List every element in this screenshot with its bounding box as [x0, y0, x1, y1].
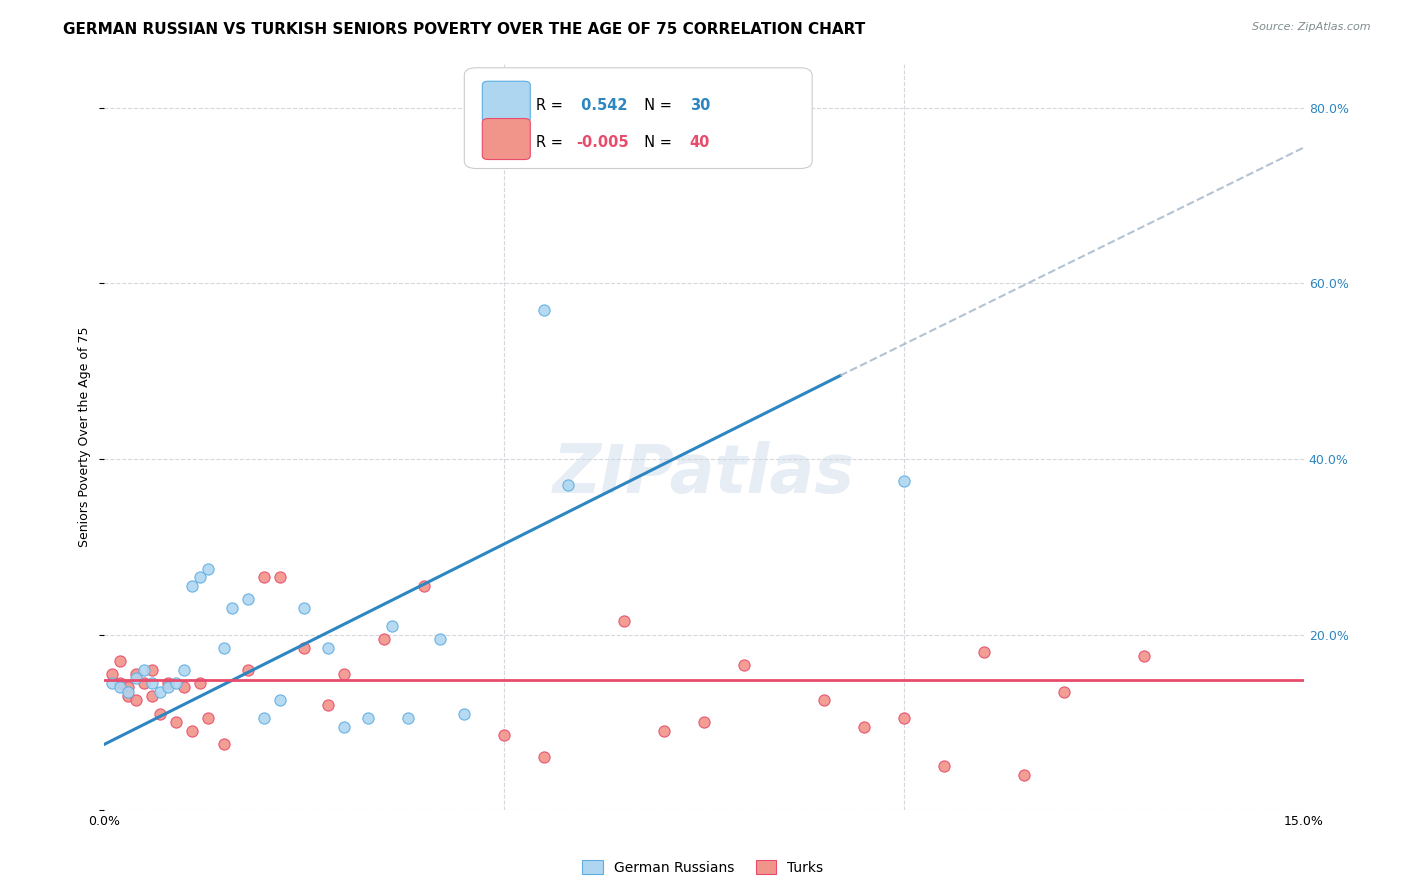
Point — [373, 632, 395, 646]
Point — [1012, 768, 1035, 782]
Point — [1053, 684, 1076, 698]
Point — [117, 689, 139, 703]
Point — [396, 711, 419, 725]
Text: ZIPatlas: ZIPatlas — [553, 442, 855, 508]
Point — [190, 675, 212, 690]
Text: GERMAN RUSSIAN VS TURKISH SENIORS POVERTY OVER THE AGE OF 75 CORRELATION CHART: GERMAN RUSSIAN VS TURKISH SENIORS POVERT… — [63, 22, 866, 37]
Point — [557, 478, 579, 492]
Point — [141, 663, 163, 677]
Point — [197, 711, 219, 725]
Point — [157, 675, 180, 690]
Point — [413, 579, 436, 593]
Point — [733, 658, 755, 673]
Point — [134, 663, 156, 677]
Text: Source: ZipAtlas.com: Source: ZipAtlas.com — [1253, 22, 1371, 32]
FancyBboxPatch shape — [482, 81, 530, 122]
Point — [134, 675, 156, 690]
Point — [110, 654, 132, 668]
Point — [853, 720, 876, 734]
Point — [893, 474, 915, 488]
Point — [125, 693, 148, 707]
Text: 0.542: 0.542 — [576, 97, 627, 112]
Point — [494, 729, 516, 743]
Point — [149, 706, 172, 721]
Point — [214, 737, 236, 751]
Point — [333, 720, 356, 734]
Point — [269, 693, 291, 707]
Point — [165, 675, 187, 690]
Point — [533, 750, 555, 764]
Text: R =: R = — [536, 135, 568, 150]
Point — [181, 724, 204, 739]
Point — [429, 632, 451, 646]
FancyBboxPatch shape — [464, 68, 813, 169]
Point — [238, 663, 260, 677]
Text: N =: N = — [634, 97, 676, 112]
Point — [669, 140, 692, 154]
Point — [533, 302, 555, 317]
Point — [269, 570, 291, 584]
Point — [181, 579, 204, 593]
Point — [117, 684, 139, 698]
Point — [125, 672, 148, 686]
Point — [165, 715, 187, 730]
Legend: German Russians, Turks: German Russians, Turks — [576, 855, 830, 880]
Point — [693, 715, 716, 730]
Y-axis label: Seniors Poverty Over the Age of 75: Seniors Poverty Over the Age of 75 — [79, 326, 91, 548]
Point — [893, 711, 915, 725]
Point — [652, 724, 675, 739]
Point — [141, 675, 163, 690]
Point — [221, 601, 243, 615]
Point — [141, 689, 163, 703]
Point — [238, 592, 260, 607]
Point — [1133, 649, 1156, 664]
Text: 40: 40 — [690, 135, 710, 150]
Point — [253, 570, 276, 584]
Text: 30: 30 — [690, 97, 710, 112]
Point — [190, 570, 212, 584]
Point — [101, 675, 124, 690]
Point — [117, 680, 139, 694]
Point — [197, 562, 219, 576]
Point — [813, 693, 835, 707]
Point — [125, 667, 148, 681]
Point — [613, 615, 636, 629]
Point — [318, 640, 340, 655]
Point — [110, 675, 132, 690]
Point — [292, 601, 315, 615]
Point — [173, 680, 195, 694]
Text: N =: N = — [634, 135, 676, 150]
Point — [357, 711, 380, 725]
Point — [318, 698, 340, 712]
Point — [173, 663, 195, 677]
Point — [157, 680, 180, 694]
FancyBboxPatch shape — [482, 119, 530, 160]
Point — [149, 684, 172, 698]
Point — [110, 680, 132, 694]
Point — [453, 706, 475, 721]
Point — [973, 645, 995, 659]
Point — [253, 711, 276, 725]
Text: -0.005: -0.005 — [576, 135, 628, 150]
Point — [101, 667, 124, 681]
Point — [292, 640, 315, 655]
Point — [381, 619, 404, 633]
Point — [932, 759, 955, 773]
Point — [214, 640, 236, 655]
Text: R =: R = — [536, 97, 568, 112]
Point — [333, 667, 356, 681]
